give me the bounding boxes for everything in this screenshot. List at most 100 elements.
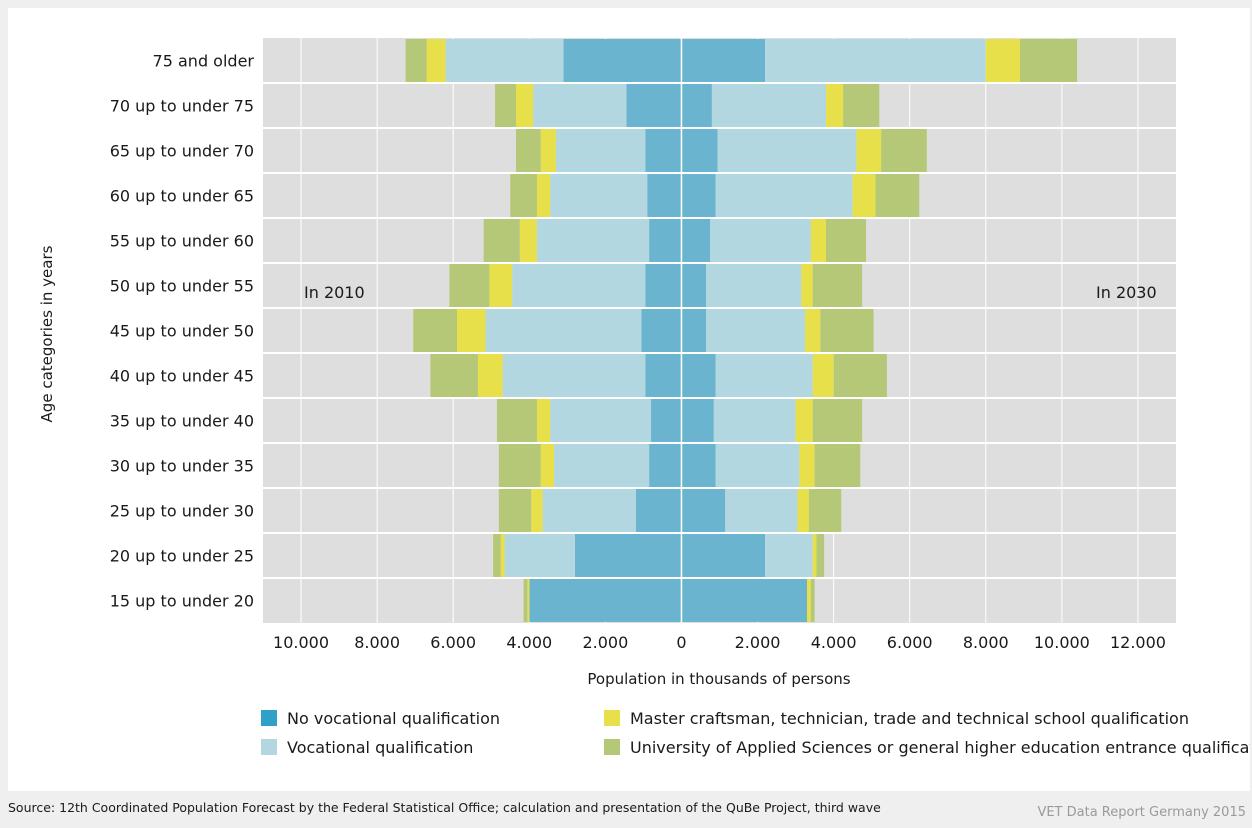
- bar-2010-series-0: [626, 84, 682, 127]
- category-label: 40 up to under 45: [110, 367, 254, 386]
- bar-2010-series-2: [489, 264, 513, 307]
- bar-2010-series-3: [495, 84, 516, 127]
- category-label: 65 up to under 70: [110, 142, 254, 161]
- bar-2030-series-0: [681, 84, 712, 127]
- y-axis-title: Age categories in years: [38, 245, 56, 422]
- category-label: 45 up to under 50: [110, 322, 254, 341]
- bar-2010-series-1: [445, 39, 564, 82]
- x-tick-label: 2.000: [735, 633, 781, 652]
- bar-2010-series-3: [496, 399, 537, 442]
- bar-2030-series-0: [681, 174, 716, 217]
- source-note: Source: 12th Coordinated Population Fore…: [8, 800, 881, 815]
- bar-2010-series-2: [500, 534, 505, 577]
- bar-2010-series-1: [504, 534, 575, 577]
- x-tick-label: 8.000: [354, 633, 400, 652]
- x-tick-label: 10.000: [273, 633, 329, 652]
- bar-2030-series-2: [806, 579, 811, 622]
- category-label: 75 and older: [153, 52, 255, 71]
- legend-swatch: [604, 710, 620, 726]
- bar-2030-series-1: [715, 444, 800, 487]
- bar-2030-series-2: [799, 444, 815, 487]
- x-tick-label: 4.000: [506, 633, 552, 652]
- bar-2030-series-0: [681, 489, 726, 532]
- legend-label: Master craftsman, technician, trade and …: [630, 709, 1189, 728]
- bar-2030-series-2: [797, 489, 809, 532]
- bar-2030-series-1: [706, 264, 802, 307]
- category-label: 60 up to under 65: [110, 187, 254, 206]
- x-tick-label: 6.000: [887, 633, 933, 652]
- bar-2010-series-0: [529, 579, 682, 622]
- bar-2030-series-0: [681, 39, 766, 82]
- category-label: 35 up to under 40: [110, 412, 254, 431]
- bar-2010-series-3: [405, 39, 427, 82]
- bar-2010-series-3: [498, 489, 532, 532]
- bar-2030-series-3: [833, 354, 887, 397]
- bar-2010-series-1: [554, 444, 650, 487]
- bar-2010-series-2: [527, 579, 530, 622]
- bar-2010-series-1: [536, 219, 650, 262]
- bar-2030-series-3: [881, 129, 927, 172]
- category-label: 55 up to under 60: [110, 232, 254, 251]
- bar-2030-series-0: [681, 129, 718, 172]
- bar-2030-series-1: [713, 399, 796, 442]
- bar-2030-series-3: [816, 534, 825, 577]
- bar-2030-series-3: [812, 264, 863, 307]
- bar-2030-series-1: [709, 219, 811, 262]
- bar-2030-series-3: [808, 489, 842, 532]
- bar-2030-series-0: [681, 399, 714, 442]
- bar-2010-series-1: [485, 309, 642, 352]
- right-side-label: In 2030: [1096, 283, 1157, 302]
- bar-2010-series-2: [457, 309, 486, 352]
- bar-2030-series-2: [985, 39, 1021, 82]
- bar-2030-series-1: [715, 354, 813, 397]
- bar-2030-series-0: [681, 534, 766, 577]
- x-tick-label: 10.000: [1034, 633, 1090, 652]
- bar-2010-series-1: [550, 174, 648, 217]
- bar-2010-series-3: [510, 174, 537, 217]
- bar-2030-series-0: [681, 354, 716, 397]
- bar-2030-series-1: [706, 309, 806, 352]
- bar-2010-series-0: [645, 354, 682, 397]
- bar-2030-series-2: [795, 399, 813, 442]
- bar-2010-series-2: [519, 219, 537, 262]
- bar-2030-series-0: [681, 309, 707, 352]
- bar-2030-series-1: [765, 39, 986, 82]
- category-label: 20 up to under 25: [110, 547, 254, 566]
- legend-swatch: [604, 739, 620, 755]
- legend-label: No vocational qualification: [287, 709, 500, 728]
- left-side-label: In 2010: [304, 283, 365, 302]
- category-label: 15 up to under 20: [110, 592, 254, 611]
- bar-2030-series-2: [812, 534, 817, 577]
- bar-2030-series-2: [810, 219, 827, 262]
- bar-2030-series-1: [715, 174, 853, 217]
- bar-2010-series-3: [498, 444, 541, 487]
- legend-swatch: [261, 739, 277, 755]
- bar-2010-series-1: [502, 354, 646, 397]
- bar-2030-series-3: [1020, 39, 1078, 82]
- bar-2010-series-0: [645, 264, 682, 307]
- bar-2030-series-2: [812, 354, 834, 397]
- bar-2010-series-2: [426, 39, 446, 82]
- bar-2030-series-3: [814, 444, 861, 487]
- bar-2010-series-1: [555, 129, 646, 172]
- bar-2010-series-3: [493, 534, 501, 577]
- x-tick-label: 4.000: [811, 633, 857, 652]
- bar-2030-series-1: [711, 84, 827, 127]
- bar-2030-series-0: [681, 219, 710, 262]
- bar-2030-series-0: [681, 579, 807, 622]
- bar-2010-series-0: [649, 219, 682, 262]
- bar-2030-series-2: [801, 264, 813, 307]
- x-tick-label: 12.000: [1110, 633, 1166, 652]
- bar-2010-series-0: [651, 399, 682, 442]
- bar-2030-series-0: [681, 444, 716, 487]
- bar-2030-series-3: [843, 84, 880, 127]
- legend: No vocational qualification Vocational qu…: [261, 709, 1252, 757]
- category-label: 70 up to under 75: [110, 97, 254, 116]
- bar-2030-series-1: [765, 534, 813, 577]
- bar-2010-series-0: [574, 534, 682, 577]
- bar-2010-series-1: [550, 399, 652, 442]
- bar-2030-series-3: [820, 309, 874, 352]
- bar-2030-series-3: [810, 579, 815, 622]
- bar-2010-series-3: [413, 309, 458, 352]
- bar-2010-series-2: [540, 444, 555, 487]
